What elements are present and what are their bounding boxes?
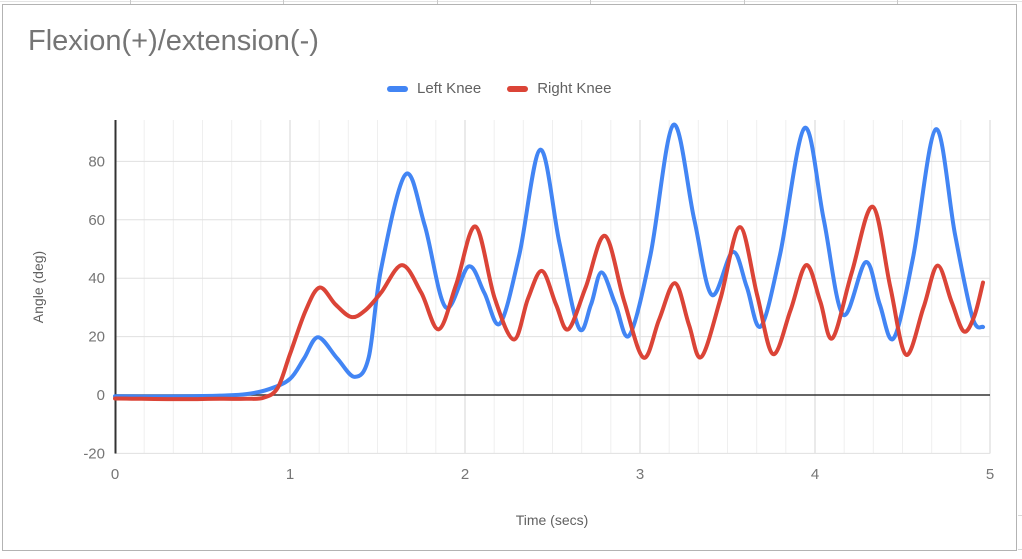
sheet-cell-border [130, 0, 131, 4]
legend-item-left-knee: Left Knee [387, 80, 481, 97]
sheet-gridline-top [0, 1, 1022, 2]
x-tick-label: 3 [636, 466, 644, 483]
x-tick-label: 4 [811, 466, 819, 483]
sheet-cell-border [1018, 515, 1022, 516]
sheet-cell-border [744, 0, 745, 4]
y-tick-label: 20 [88, 329, 105, 346]
sheet-cell-border [590, 0, 591, 4]
y-tick-label: 80 [88, 153, 105, 170]
sheet-cell-border [283, 0, 284, 4]
x-axis-title: Time (secs) [515, 512, 589, 528]
legend-label-left-knee: Left Knee [417, 80, 482, 97]
y-tick-label: 40 [88, 270, 105, 287]
x-tick-label: 1 [286, 466, 294, 483]
x-tick-label: 2 [461, 466, 469, 483]
y-tick-label: 0 [97, 387, 105, 404]
y-axis-title: Angle (deg) [30, 250, 46, 324]
right-knee-line [113, 204, 985, 402]
legend-label-right-knee: Right Knee [537, 80, 612, 97]
sheet-cell-border [437, 0, 438, 4]
sheet-cell-border [897, 0, 898, 4]
x-tick-label: 0 [111, 466, 119, 483]
left-knee-swatch [387, 85, 408, 92]
x-tick-label: 5 [986, 466, 994, 483]
left-knee-line [113, 122, 985, 399]
y-tick-label: -20 [83, 445, 105, 462]
chart-frame[interactable] [2, 4, 1017, 551]
legend-item-right-knee: Right Knee [507, 80, 611, 97]
y-tick-label: 60 [88, 212, 105, 229]
legend: Left Knee Right Knee [387, 80, 611, 97]
chart-title: Flexion(+)/extension(-) [28, 25, 319, 57]
right-knee-swatch [507, 85, 529, 92]
sheet-cell-border [1018, 549, 1022, 550]
